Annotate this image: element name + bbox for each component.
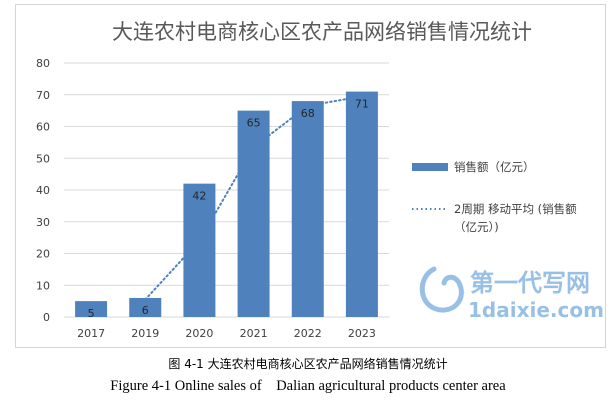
x-axis: 2017 2019 2020 2021 2022 2023 xyxy=(77,327,376,340)
bar-2020 xyxy=(183,183,216,317)
gridlines xyxy=(64,62,389,318)
moving-average-line xyxy=(144,95,363,301)
data-label-2021: 65 xyxy=(247,117,261,130)
bars xyxy=(75,91,378,317)
x-tick-label: 2023 xyxy=(348,327,376,340)
bar-2021 xyxy=(237,110,270,317)
x-tick-label: 2017 xyxy=(77,327,105,340)
bar-2023 xyxy=(345,91,378,317)
legend-swatch-sales xyxy=(412,163,448,171)
y-tick-label: 50 xyxy=(36,152,50,165)
y-tick-label: 30 xyxy=(36,216,50,229)
chart-title: 大连农村电商核心区农产品网络销售情况统计 xyxy=(112,20,532,44)
figure-caption-cn: 图 4-1 大连农村电商核心区农产品网络销售情况统计 xyxy=(168,357,448,371)
y-tick-label: 80 xyxy=(36,57,50,70)
x-tick-label: 2020 xyxy=(185,327,213,340)
y-tick-label: 70 xyxy=(36,89,50,102)
data-labels: 5 6 42 65 68 71 xyxy=(88,98,369,321)
x-tick-label: 2022 xyxy=(294,327,322,340)
data-label-2019: 6 xyxy=(142,304,149,317)
moving-average-polyline xyxy=(144,95,363,301)
figure-caption-en: Figure 4-1 Online sales of Dalian agricu… xyxy=(110,378,506,394)
legend-label-moving-average: 2周期 移动平均 (销售额 xyxy=(454,202,577,216)
legend-label-sales: 销售额（亿元） xyxy=(454,160,535,174)
legend: 销售额（亿元） 2周期 移动平均 (销售额 （亿元）) xyxy=(412,160,577,234)
chart-frame: 大连农村电商核心区农产品网络销售情况统计 0 10 20 30 40 50 60 70 80 5… xyxy=(15,4,606,348)
data-label-2017: 5 xyxy=(88,307,95,320)
y-tick-label: 60 xyxy=(36,121,50,134)
watermark-text: 第一代写网 xyxy=(470,269,590,297)
data-label-2022: 68 xyxy=(301,107,315,120)
watermark-url: 1daixie.com xyxy=(468,298,604,322)
bar-2017 xyxy=(75,301,108,317)
x-tick-label: 2021 xyxy=(240,327,268,340)
y-tick-label: 20 xyxy=(36,248,50,261)
bar-2022 xyxy=(291,101,324,317)
bar-chart: 大连农村电商核心区农产品网络销售情况统计 0 10 20 30 40 50 60 70 80 5… xyxy=(36,20,604,340)
data-label-2023: 71 xyxy=(355,98,369,111)
data-label-2020: 42 xyxy=(192,190,206,203)
bar-2019 xyxy=(129,297,162,317)
watermark-logo: 第一代写网 1daixie.com xyxy=(419,266,604,322)
x-tick-label: 2019 xyxy=(131,327,159,340)
y-tick-label: 10 xyxy=(36,279,50,292)
y-tick-label: 0 xyxy=(43,311,50,324)
watermark-swirl-icon xyxy=(419,266,464,313)
y-axis: 0 10 20 30 40 50 60 70 80 xyxy=(36,57,50,324)
legend-label-moving-average-line2: （亿元）) xyxy=(454,220,499,234)
y-tick-label: 40 xyxy=(36,184,50,197)
